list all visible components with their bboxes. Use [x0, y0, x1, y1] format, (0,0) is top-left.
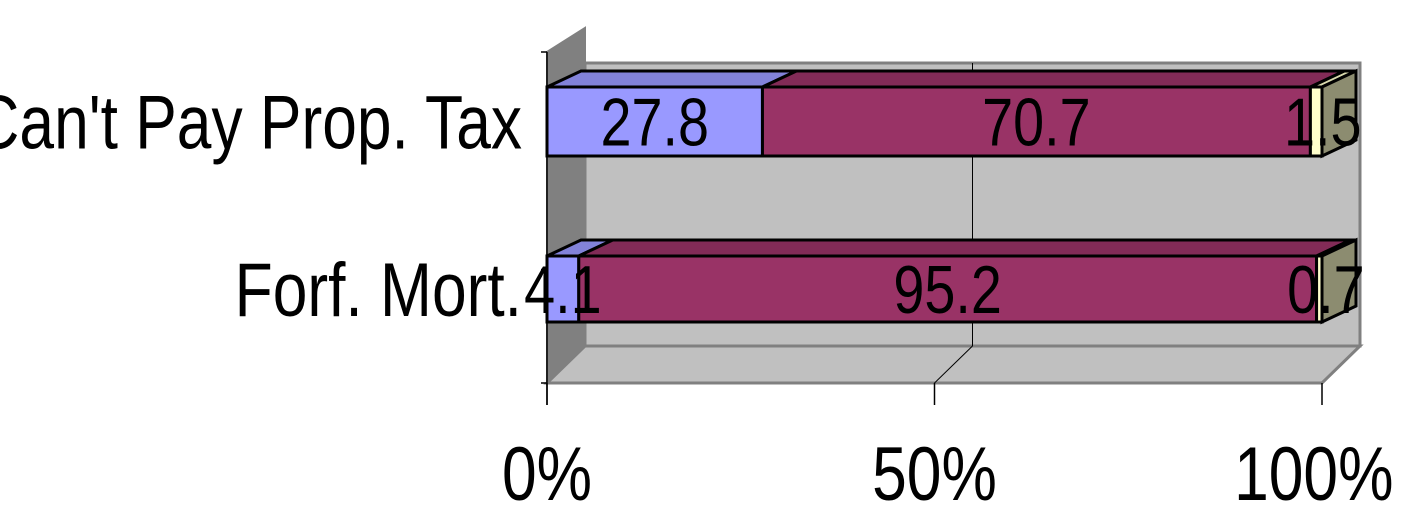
- bar-segment-1-0: [545, 254, 581, 324]
- gridline-floor: [934, 345, 973, 384]
- bar-segment-0-1: [760, 85, 1312, 158]
- category-label-1: Forf. Mort.: [235, 247, 522, 332]
- data-labels: 27.8 70.7 1.5 4.1 95.2 0.7: [524, 85, 1364, 328]
- data-label-0-1: 70.7: [982, 85, 1091, 160]
- tick-label-2: 100%: [1234, 431, 1393, 507]
- data-label-1-1: 95.2: [893, 253, 1002, 328]
- category-label-0: Can't Pay Prop. Tax: [0, 80, 522, 165]
- value-axis-ticks: 0% 50% 100%: [502, 383, 1393, 507]
- tick-label-1: 50%: [872, 431, 997, 507]
- data-label-1-2: 0.7: [1287, 253, 1365, 328]
- category-labels: Can't Pay Prop. Tax Forf. Mort.: [0, 80, 522, 333]
- bar-segment-0-2: [1308, 85, 1324, 158]
- bar-stack: [545, 68, 1358, 325]
- data-label-0-0: 27.8: [600, 85, 709, 160]
- data-label-0-2: 1.5: [1284, 85, 1362, 160]
- tick-label-0: 0%: [502, 431, 592, 507]
- bar-segment-1-2: [1315, 254, 1324, 324]
- data-label-1-0: 4.1: [524, 253, 602, 328]
